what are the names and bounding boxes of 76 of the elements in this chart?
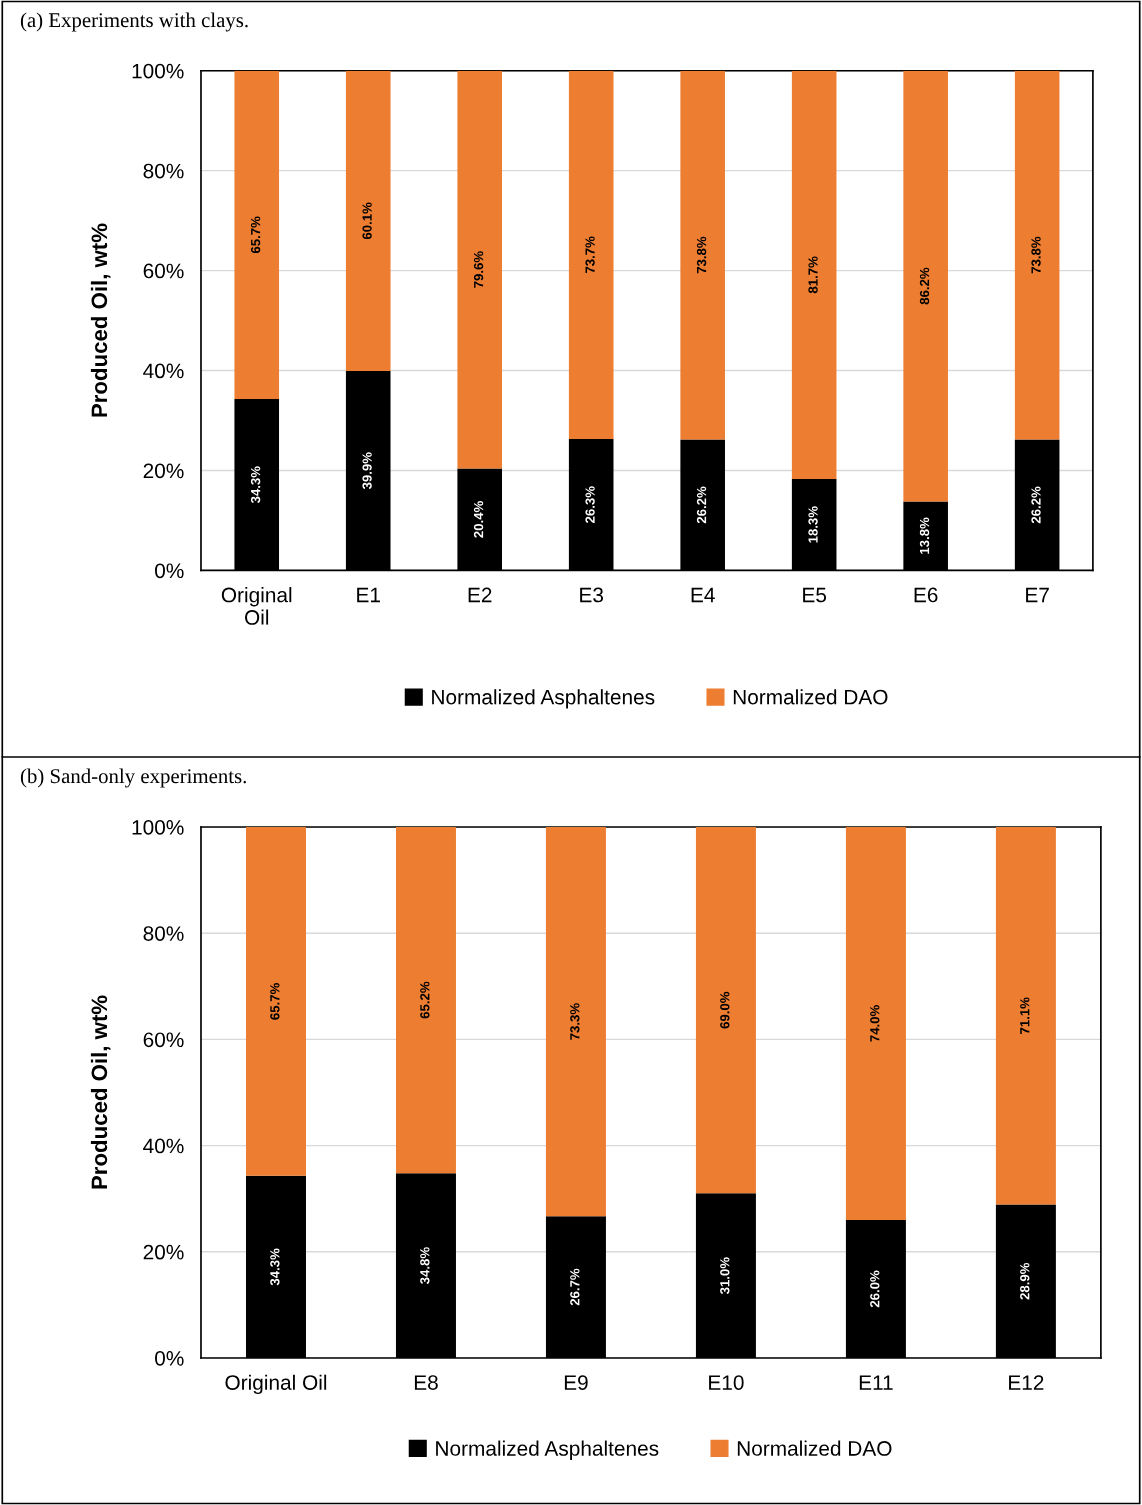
data-label: 73.3% <box>570 1003 580 1040</box>
legend-label: Normalized DAO <box>737 1440 892 1456</box>
data-label: 34.8% <box>420 1247 430 1284</box>
data-label: 18.3% <box>808 506 818 543</box>
data-label: 73.8% <box>696 236 707 274</box>
x-tick-label: Original Oil <box>221 587 292 625</box>
y-tick-label: 20% <box>143 463 184 479</box>
y-tick-label: 60% <box>143 1032 184 1048</box>
x-tick-label: E2 <box>468 587 492 603</box>
bar <box>995 827 1056 1205</box>
bar <box>245 827 306 1176</box>
bar <box>345 70 391 372</box>
x-tick-label: E5 <box>803 587 827 603</box>
bar <box>545 827 606 1217</box>
data-label: 73.8% <box>1031 236 1041 274</box>
x-tick-label: E6 <box>914 587 938 603</box>
legend-label: Normalized DAO <box>733 689 888 705</box>
y-tick-label: 60% <box>143 263 184 279</box>
x-tick-label: E10 <box>709 1375 744 1390</box>
data-label: 74.0% <box>870 1005 880 1042</box>
x-tick-label: E7 <box>1026 587 1049 603</box>
y-axis-title: Produced Oil, wt% <box>90 995 111 1189</box>
data-label: 65.7% <box>270 983 280 1020</box>
y-tick-label: 40% <box>143 1138 184 1154</box>
y-axis-title: Produced Oil, wt% <box>90 223 111 417</box>
data-label: 81.7% <box>808 256 818 294</box>
x-tick-label: E11 <box>859 1375 893 1390</box>
x-tick-label: E8 <box>414 1375 438 1390</box>
data-label: 73.7% <box>585 236 595 273</box>
legend-label: Normalized Asphaltenes <box>436 1440 659 1460</box>
bar <box>845 827 906 1220</box>
x-tick-label: E9 <box>564 1375 588 1390</box>
data-label: 39.9% <box>362 452 372 490</box>
y-tick-label: 100% <box>132 63 184 79</box>
data-label: 31.0% <box>720 1257 730 1295</box>
y-tick-label: 40% <box>143 363 184 379</box>
bar <box>395 827 456 1174</box>
y-tick-label: 0% <box>155 563 184 579</box>
data-label: 26.2% <box>696 486 707 524</box>
data-label: 28.9% <box>1020 1262 1030 1300</box>
x-tick-label: E1 <box>357 587 380 603</box>
bar <box>457 70 503 469</box>
y-tick-label: 80% <box>143 926 184 941</box>
legend-label: Normalized Asphaltenes <box>432 689 655 709</box>
y-tick-label: 0% <box>155 1350 184 1366</box>
data-label: 65.7% <box>250 216 261 254</box>
data-label: 26.7% <box>570 1268 580 1306</box>
x-tick-label: E12 <box>1009 1375 1044 1390</box>
data-label: 34.3% <box>250 466 261 504</box>
data-label: 20.4% <box>473 501 484 538</box>
data-label: 86.2% <box>919 267 930 305</box>
x-tick-label: Original Oil <box>225 1374 327 1395</box>
bar <box>695 827 756 1194</box>
bar <box>1014 70 1060 440</box>
bar <box>680 70 725 440</box>
data-label: 79.6% <box>473 251 484 288</box>
data-label: 71.1% <box>1020 997 1030 1034</box>
bar <box>234 70 280 400</box>
data-label: 26.3% <box>585 486 595 523</box>
y-tick-label: 20% <box>143 1244 184 1260</box>
bar <box>903 70 948 502</box>
chart-title: (b) Sand-only experiments. <box>20 768 246 788</box>
data-label: 13.8% <box>919 517 930 554</box>
data-label: 69.0% <box>720 991 730 1029</box>
chart-title: (a) Experiments with clays. <box>20 12 248 32</box>
x-tick-label: E4 <box>691 587 715 603</box>
data-label: 60.1% <box>362 202 372 240</box>
bar <box>791 70 837 479</box>
data-label: 26.0% <box>870 1270 880 1308</box>
data-label: 65.2% <box>420 981 430 1019</box>
x-tick-label: E3 <box>580 587 604 603</box>
data-label: 26.2% <box>1031 486 1041 524</box>
bar <box>568 70 614 439</box>
data-label: 34.3% <box>270 1248 280 1286</box>
y-tick-label: 100% <box>132 820 184 835</box>
y-tick-label: 80% <box>143 163 184 179</box>
